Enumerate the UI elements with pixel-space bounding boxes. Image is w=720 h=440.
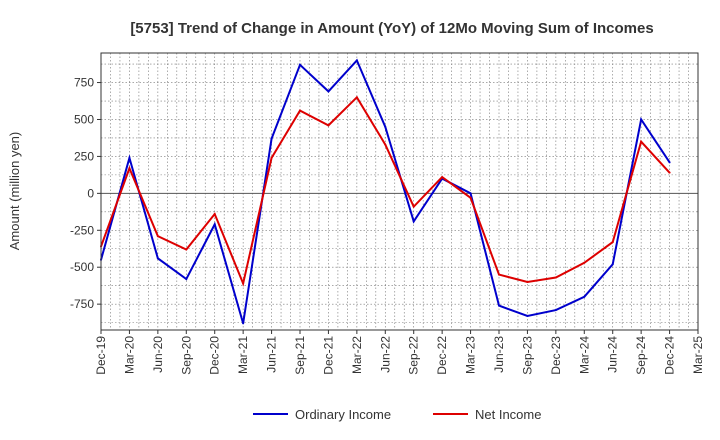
data-point <box>327 90 330 93</box>
x-tick-label: Mar-25 <box>691 336 705 374</box>
data-point <box>498 304 500 307</box>
data-point <box>327 124 330 127</box>
x-tick-label: Mar-24 <box>577 336 591 374</box>
y-tick-label: -250 <box>70 223 94 237</box>
legend-label: Ordinary Income <box>295 407 391 422</box>
x-tick-label: Sep-20 <box>179 336 193 375</box>
x-tick-label: Mar-21 <box>236 336 250 374</box>
data-point <box>441 176 444 179</box>
x-tick-label: Mar-23 <box>464 336 478 374</box>
data-point <box>213 213 216 216</box>
data-point <box>299 63 301 66</box>
x-tick-label: Jun-22 <box>378 336 392 373</box>
data-point <box>213 223 216 226</box>
data-point <box>611 263 614 266</box>
y-tick-label: 750 <box>74 76 94 90</box>
legend: Ordinary Income Net Income <box>253 407 541 422</box>
data-point <box>128 167 131 170</box>
data-point <box>554 276 557 279</box>
data-point <box>412 220 415 223</box>
data-point <box>270 156 273 159</box>
x-tick-label: Mar-20 <box>122 336 136 374</box>
data-point <box>412 205 415 208</box>
x-tick-label: Jun-20 <box>151 336 165 373</box>
data-point <box>156 235 159 238</box>
data-point <box>128 156 131 159</box>
data-point <box>611 241 614 244</box>
x-tick-label: Dec-19 <box>94 336 108 375</box>
chart-title: [5753] Trend of Change in Amount (YoY) o… <box>130 20 653 37</box>
y-tick-label: 500 <box>74 112 94 126</box>
x-tick-label: Sep-23 <box>520 336 534 375</box>
x-tick-label: Dec-22 <box>435 336 449 375</box>
x-tick-label: Dec-23 <box>549 336 563 375</box>
y-tick-label: -500 <box>70 260 94 274</box>
y-tick-labels: -750 -500 -250 0 250 500 750 <box>70 76 101 311</box>
data-point <box>640 118 643 121</box>
data-point <box>355 96 358 99</box>
data-point <box>583 261 586 264</box>
x-tick-label: Sep-21 <box>293 336 307 375</box>
data-point <box>469 192 472 195</box>
x-tick-label: Mar-22 <box>350 336 364 374</box>
x-tick-label: Dec-20 <box>208 336 222 375</box>
series-lines <box>100 58 671 325</box>
x-tick-label: Jun-21 <box>265 336 279 373</box>
x-tick-label: Jun-23 <box>492 336 506 373</box>
x-tick-label: Dec-21 <box>321 336 335 375</box>
legend-label: Net Income <box>475 407 541 422</box>
data-point <box>526 280 529 283</box>
data-point <box>498 273 500 276</box>
data-point <box>355 59 358 62</box>
data-point <box>583 295 586 298</box>
data-point <box>554 309 557 312</box>
x-tick-label: Sep-22 <box>407 336 421 375</box>
y-tick-label: 0 <box>87 186 94 200</box>
grid-lines <box>101 53 698 330</box>
data-point <box>185 278 188 281</box>
data-point <box>640 140 643 143</box>
y-axis-label: Amount (million yen) <box>7 132 22 251</box>
x-tick-label: Jun-24 <box>606 336 620 373</box>
data-point <box>526 314 529 317</box>
data-point <box>668 171 671 174</box>
data-point <box>185 248 188 251</box>
data-point <box>299 109 301 112</box>
y-tick-label: -750 <box>70 297 94 311</box>
data-point <box>156 257 159 260</box>
x-tick-labels: Dec-19 Mar-20 Jun-20 Sep-20 Dec-20 Mar-21 Jun-… <box>94 330 705 375</box>
data-point <box>384 143 387 146</box>
data-point <box>668 161 671 164</box>
data-point <box>242 322 245 325</box>
data-point <box>384 125 387 128</box>
x-tick-label: Dec-24 <box>663 336 677 375</box>
y-tick-label: 250 <box>74 149 94 163</box>
plot-frame <box>100 52 699 331</box>
data-point <box>242 282 245 285</box>
data-point <box>270 137 273 140</box>
data-point <box>469 196 472 199</box>
x-tick-label: Sep-24 <box>634 336 648 375</box>
